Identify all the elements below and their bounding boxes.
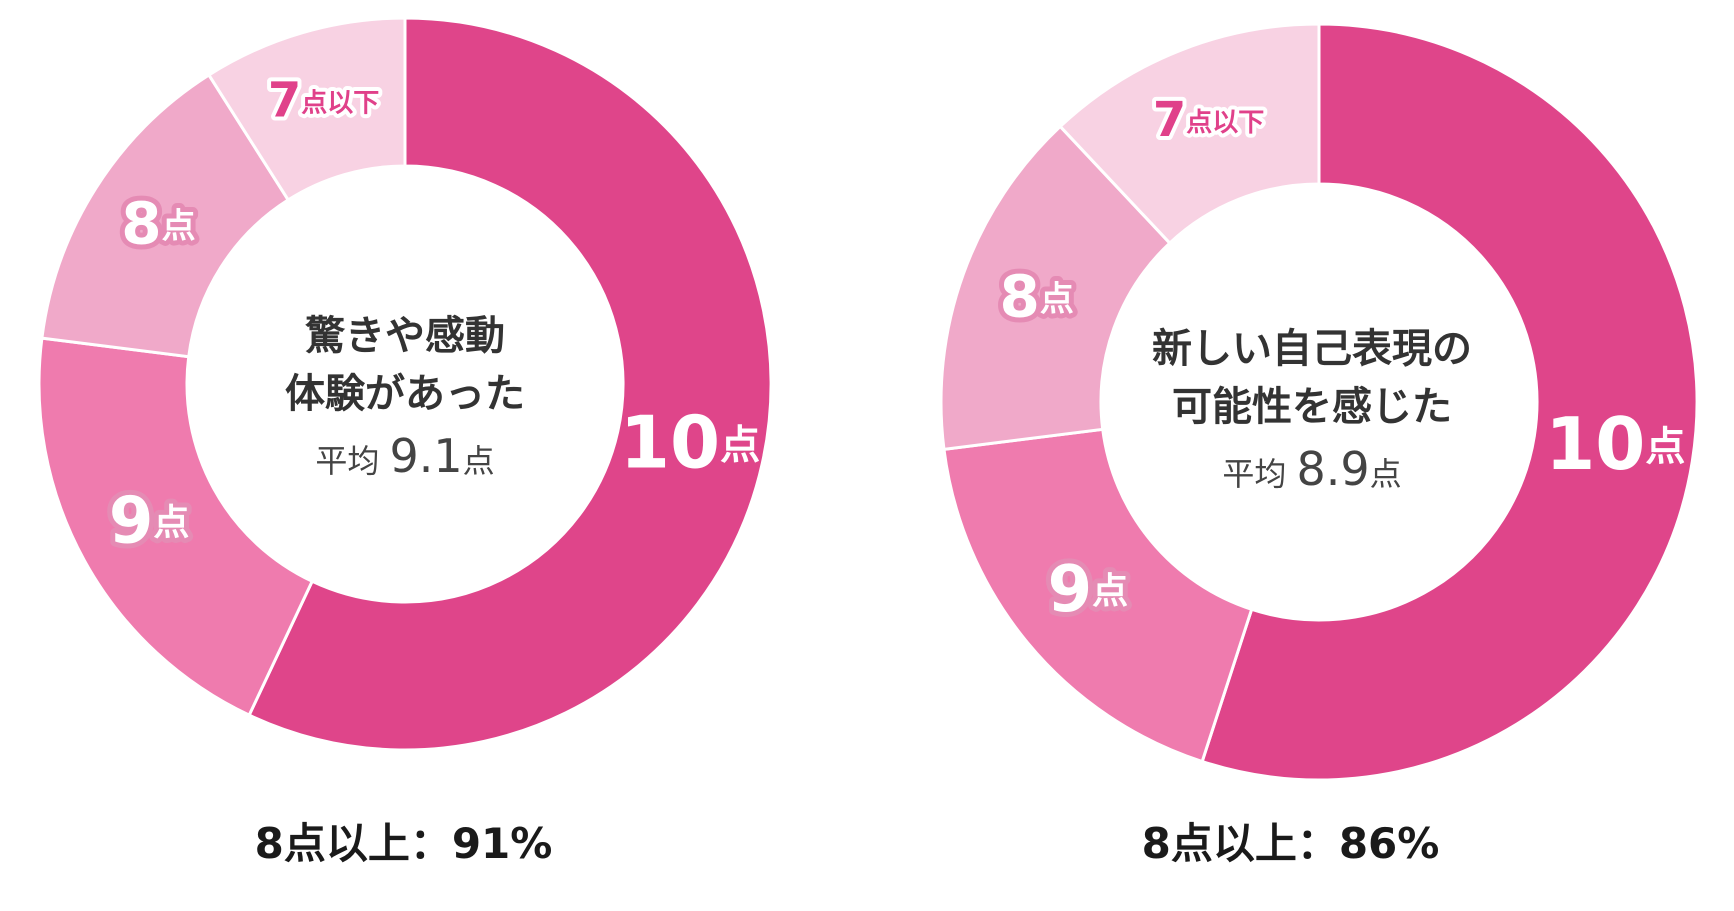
slice-label-7-or-below: 7点以下 (268, 73, 379, 129)
center-title-line-2: 可能性を感じた (1172, 384, 1452, 430)
center-text-right: 新しい自己表現の 可能性を感じた 平均 8.9点 (1102, 320, 1522, 496)
slice-label-7-or-below: 7点以下 (1153, 92, 1264, 148)
average-value: 9.1 (389, 429, 463, 483)
donut-chart-right: 10点 9点 8点 7点以下 (939, 22, 1699, 782)
slice-9-points (37, 336, 315, 718)
slice-10-points (247, 16, 773, 752)
donut-chart-left: 10点 9点 8点 7点以下 (37, 16, 773, 752)
slice-8-points (939, 124, 1172, 452)
average-unit: 点 (462, 442, 495, 480)
slice-label-8: 8点 (1000, 262, 1074, 330)
chart-panel-left: 10点 9点 8点 7点以下 驚きや感動 体験があった 平均 9.1点 8点以上：91… (37, 16, 773, 868)
center-title-line-1: 驚きや感動 (305, 313, 505, 359)
slice-label-9: 9点 (1048, 553, 1129, 627)
slice-7-or-below-points (206, 16, 407, 203)
center-title-line-2: 体験があった (285, 371, 525, 417)
slice-label-10: 10点 (620, 400, 760, 484)
chart-panel-right: 10点 9点 8点 7点以下 新しい自己表現の 可能性を感じた 平均 8.9点 8点以… (867, 0, 1734, 911)
slice-10-points (1200, 22, 1699, 782)
average-unit: 点 (1369, 455, 1402, 493)
average-label: 平均 (1222, 455, 1287, 493)
slice-label-8: 8点 (121, 190, 195, 258)
slice-7-or-below-points (1058, 22, 1321, 246)
slice-9-points (942, 427, 1254, 764)
center-text-left: 驚きや感動 体験があった 平均 9.1点 (250, 307, 560, 483)
summary-left: 8点以上：91% (254, 819, 553, 868)
average-score: 平均 9.1点 (250, 429, 560, 483)
center-title-line-1: 新しい自己表現の (1152, 326, 1472, 372)
average-label: 平均 (315, 442, 380, 480)
slice-label-10: 10点 (1545, 401, 1685, 485)
slice-label-9: 9点 (109, 484, 190, 558)
slice-8-points (40, 72, 291, 359)
average-score: 平均 8.9点 (1102, 442, 1522, 496)
average-value: 8.9 (1296, 442, 1370, 496)
summary-right: 8点以上：86% (1141, 819, 1440, 868)
